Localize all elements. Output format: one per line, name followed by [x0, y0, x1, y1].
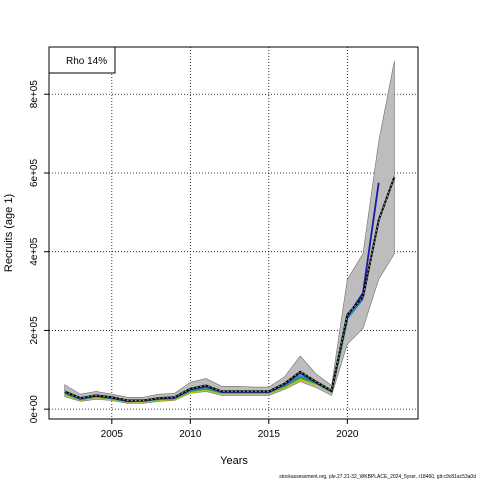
x-tick-label: 2020: [336, 429, 359, 440]
legend: Rho 14%: [48, 46, 116, 74]
y-axis: 0e+00 2e+05 4e+05 6e+05 8e+05: [29, 80, 49, 424]
y-tick-label: 2e+05: [29, 316, 40, 345]
y-axis-label: Recruits (age 1): [3, 194, 15, 272]
confidence-band-layer: [64, 60, 395, 404]
grid-lines: [49, 47, 418, 419]
y-tick-label: 4e+05: [29, 237, 40, 266]
x-tick-label: 2010: [179, 429, 202, 440]
series-layer: [64, 176, 396, 403]
y-tick-label: 8e+05: [29, 80, 40, 109]
y-tick-label: 0e+00: [29, 395, 40, 424]
x-tick-label: 2005: [101, 429, 124, 440]
footnote: stockassessment.org, ple.27.21-32_WKBPLA…: [279, 474, 476, 480]
x-axis: 2005 2010 2015 2020: [101, 419, 359, 440]
x-axis-label: Years: [220, 455, 248, 467]
legend-entry-label: Rho 14%: [66, 56, 107, 67]
confidence-band: [64, 60, 395, 404]
plot-frame: [48, 46, 419, 420]
legend-box: [48, 46, 116, 74]
y-tick-label: 6e+05: [29, 159, 40, 188]
series-line-base-dash: [64, 176, 395, 401]
x-tick-label: 2015: [258, 429, 281, 440]
